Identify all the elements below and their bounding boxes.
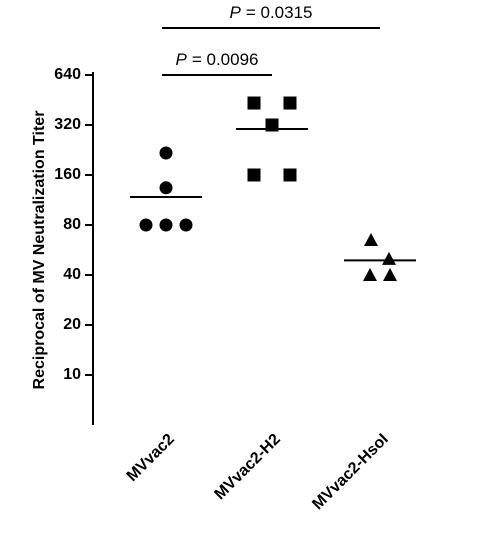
y-axis-label: Reciprocal of MV Neutralization Titer [31,111,48,390]
comparison-label: P = 0.0315 [230,3,313,22]
x-tick-label: MVvac2-H2 [211,431,283,503]
y-tick-label: 80 [63,216,81,233]
point [139,218,153,232]
point [159,218,173,232]
p-symbol: P [230,3,242,22]
y-tick-label: 20 [63,316,81,333]
point [247,168,261,182]
point [179,218,193,232]
y-tick-label: 160 [54,166,81,183]
point [364,232,378,246]
point [159,146,173,160]
p-value: = 0.0096 [192,50,259,69]
y-tick-label: 640 [54,66,81,83]
y-tick-label: 320 [54,116,81,133]
comparison-label: P = 0.0096 [176,50,259,69]
point [283,168,297,182]
p-value: = 0.0315 [246,3,313,22]
x-tick-label: MVvac2-HsoI [309,431,391,513]
point [382,251,396,265]
point [383,268,397,281]
point [247,96,261,110]
y-tick-label: 40 [63,266,81,283]
x-tick-label: MVvac2 [124,431,178,485]
y-tick-label: 10 [63,366,81,383]
point [159,181,173,195]
p-symbol: P [176,50,188,69]
point [363,268,377,281]
point [283,96,297,110]
